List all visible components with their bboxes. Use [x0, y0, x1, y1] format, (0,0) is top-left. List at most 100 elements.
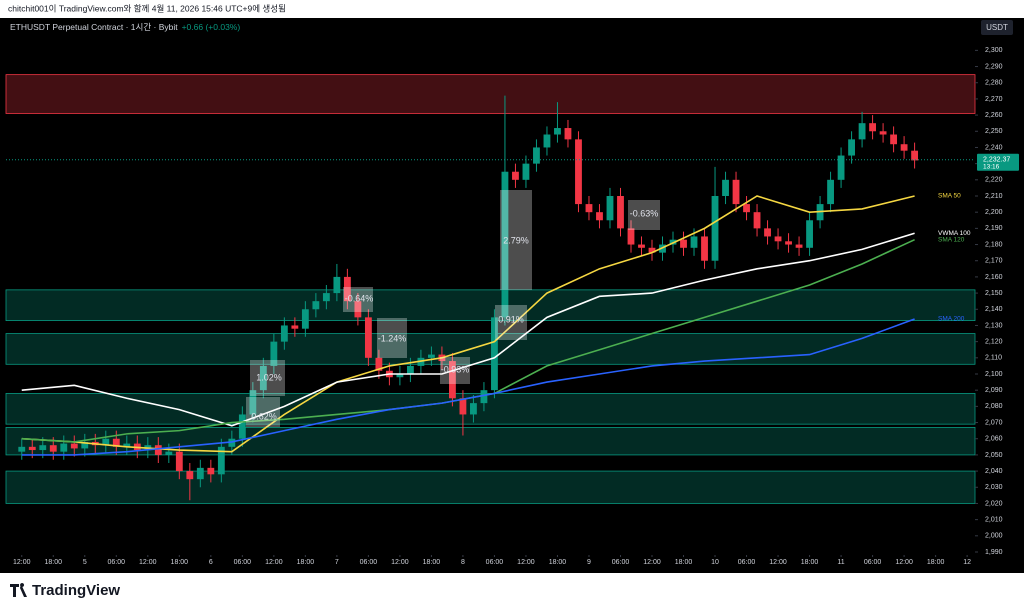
measure-box: [246, 397, 280, 427]
annotation: -0.93%: [441, 364, 470, 374]
candle-body: [900, 144, 908, 151]
candle-body: [480, 390, 488, 404]
y-tick-label: 2,110: [985, 355, 1002, 362]
candle-body: [827, 179, 834, 205]
x-tick-label: 6: [209, 559, 213, 566]
candle-body: [60, 443, 68, 452]
candle-body: [753, 212, 761, 229]
candle-body: [186, 471, 194, 480]
y-tick-label: 2,280: [985, 80, 1003, 87]
candle-body: [890, 134, 898, 145]
candle-body: [102, 438, 110, 446]
indicator-line: [21, 318, 915, 456]
x-tick-label: 06:00: [234, 559, 252, 566]
y-tick-label: 2,210: [985, 193, 1003, 200]
candle-body: [270, 341, 278, 366]
candle-body: [291, 325, 299, 329]
y-tick-label: 2,060: [985, 436, 1003, 443]
candle-body: [470, 403, 477, 415]
candle-body: [217, 446, 225, 475]
candle-body: [680, 239, 687, 248]
annotation: -1.24%: [378, 333, 407, 343]
zone: [5, 289, 976, 322]
candle-body: [690, 236, 698, 248]
measure-box: [495, 305, 527, 340]
candle-body: [858, 123, 866, 140]
candle-body: [564, 128, 572, 140]
y-tick-label: 2,240: [985, 144, 1003, 151]
x-tick-label: 12: [963, 559, 971, 566]
candle-body: [322, 293, 330, 302]
currency[interactable]: USDT: [986, 23, 1008, 32]
annotation: -0.63%: [630, 208, 659, 218]
y-tick-label: 2,290: [985, 63, 1003, 70]
zone: [5, 426, 976, 456]
candle-body: [375, 357, 383, 371]
candle-body: [522, 163, 530, 180]
candle-body: [627, 228, 635, 245]
countdown: 13:16: [983, 164, 1000, 171]
y-tick-label: 2,170: [985, 258, 1003, 265]
x-tick-label: 7: [335, 559, 339, 566]
y-tick-label: 2,120: [985, 338, 1003, 345]
y-tick-label: 2,090: [985, 387, 1003, 394]
candle-body: [911, 150, 919, 161]
indicator-label: VWMA 100: [938, 230, 971, 237]
candle-body: [396, 374, 404, 378]
x-tick-label: 06:00: [612, 559, 630, 566]
candle-body: [333, 276, 341, 294]
candle-body: [18, 446, 26, 452]
annotations: 1.02% 0.62% -0.64% -1.24% -0.93% 2.79% 0…: [246, 190, 660, 427]
candle-body: [123, 443, 131, 447]
x-tick-label: 12:00: [769, 559, 787, 566]
x-tick-label: 18:00: [297, 559, 315, 566]
candle-body: [449, 361, 456, 399]
candle-body: [837, 155, 845, 180]
y-tick-label: 2,130: [985, 322, 1003, 329]
x-tick-label: 5: [83, 559, 87, 566]
candle-body: [879, 131, 887, 135]
logo-icon: [10, 583, 27, 597]
change: +0.66 (+0.03%): [182, 22, 241, 32]
y-tick-label: 2,260: [985, 112, 1003, 119]
candle-body: [196, 467, 204, 480]
candle-body: [28, 446, 36, 451]
currency-button[interactable]: [981, 20, 1013, 35]
x-tick-label: 12:00: [139, 559, 157, 566]
candle-body: [533, 147, 540, 164]
candle-body: [312, 301, 320, 310]
annotation: 2.79%: [503, 235, 529, 245]
logo[interactable]: TradingView: [32, 582, 120, 599]
candle-body: [491, 317, 498, 391]
candle-body: [732, 179, 740, 205]
candle-body: [81, 441, 89, 449]
zone: [5, 74, 976, 114]
y-tick-label: 2,150: [985, 290, 1003, 297]
x-tick-label: 06:00: [738, 559, 756, 566]
x-tick-label: 12:00: [391, 559, 409, 566]
watermark: chitchit001이 TradingView.com와 함께 4월 11, …: [8, 3, 286, 13]
measure-box: [440, 357, 470, 384]
measure-box: [377, 318, 407, 358]
plot: 1,990 2,000 2,010 2,020 2,030 2,040 2,050 2,060…: [5, 47, 1019, 566]
symbol: ETHUSDT Perpetual Contract · 1시간 · Bybit: [10, 22, 178, 32]
candle-body: [722, 179, 729, 196]
x-tick-label: 18:00: [171, 559, 189, 566]
y-tick-label: 2,050: [985, 452, 1003, 459]
candle-body: [869, 123, 876, 132]
x-tick-label: 8: [461, 559, 465, 566]
y-tick-label: 2,000: [985, 533, 1003, 540]
candle-body: [795, 244, 803, 248]
candle-body: [585, 204, 593, 213]
candle-body: [175, 451, 183, 472]
candle-body: [512, 171, 519, 180]
x-tick-label: 06:00: [108, 559, 126, 566]
x-tick-label: 18:00: [927, 559, 945, 566]
y-tick-label: 2,200: [985, 209, 1003, 216]
x-tick-label: 06:00: [486, 559, 504, 566]
y-tick-label: 2,270: [985, 96, 1003, 103]
annotation: 1.02%: [256, 372, 282, 382]
candle-body: [617, 196, 624, 229]
